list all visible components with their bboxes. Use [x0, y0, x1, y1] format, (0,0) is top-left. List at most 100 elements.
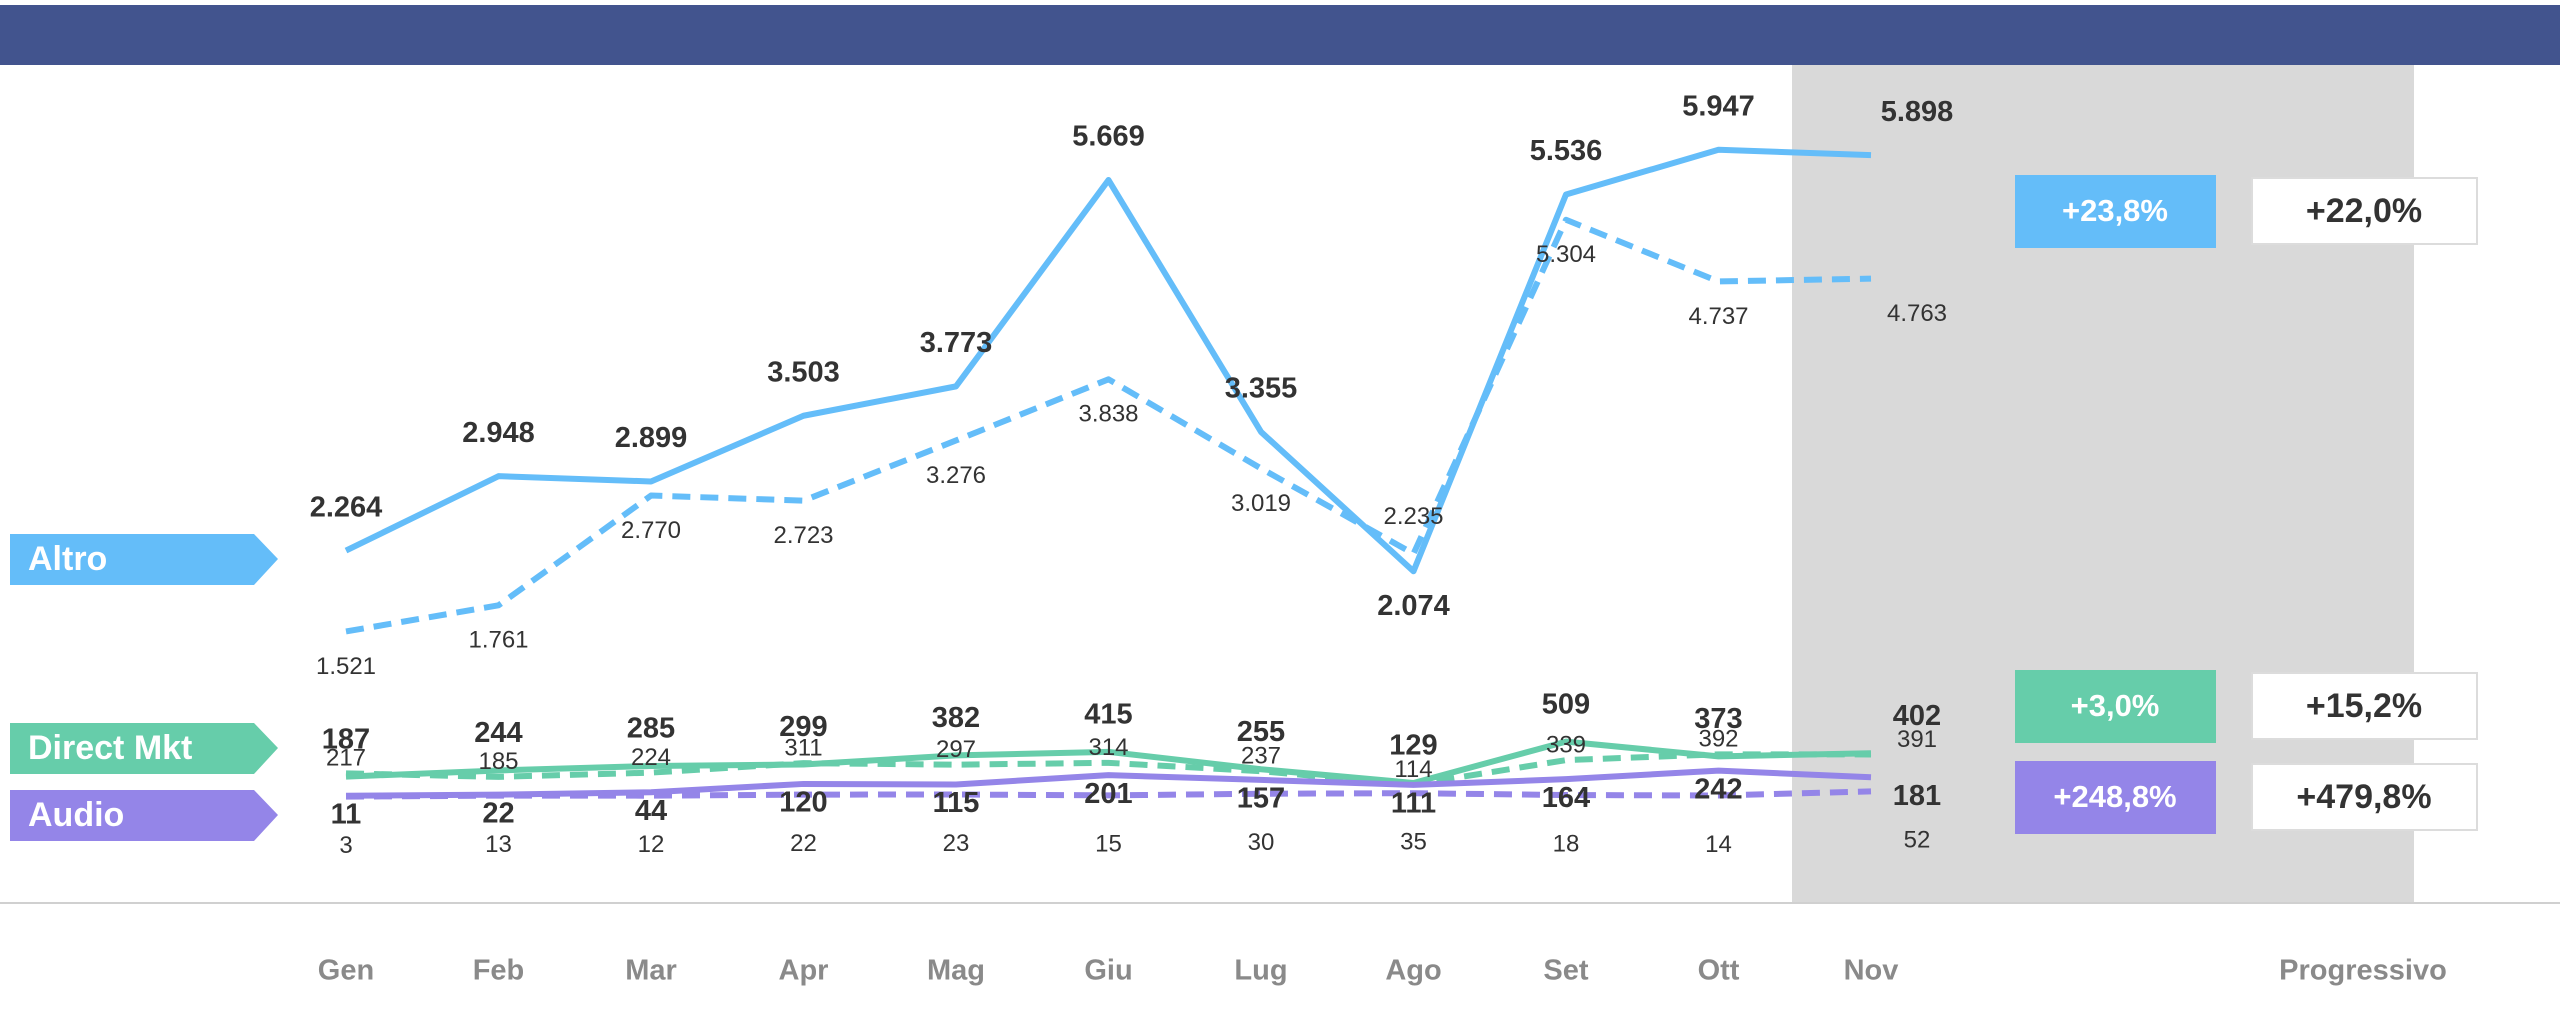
legend-label: Altro [28, 540, 107, 578]
previous-data-label: 52 [1904, 827, 1931, 854]
x-tick-label: Feb [473, 955, 525, 987]
data-label: 5.898 [1881, 96, 1954, 128]
data-label: 5.536 [1530, 135, 1603, 167]
data-label: 187 [322, 723, 370, 755]
previous-data-label: 35 [1400, 829, 1427, 856]
previous-data-label: 3.276 [926, 462, 986, 489]
previous-data-label: 314 [1088, 734, 1128, 761]
previous-data-label: 18 [1553, 830, 1580, 857]
data-label: 5.669 [1072, 121, 1145, 153]
previous-data-label: 30 [1248, 829, 1275, 856]
legend-label: Direct Mkt [28, 729, 192, 767]
x-tick-label: Ago [1385, 955, 1441, 987]
data-label: 242 [1694, 773, 1742, 805]
data-label: 373 [1694, 703, 1742, 735]
data-label: 201 [1084, 778, 1132, 810]
previous-data-label: 4.737 [1688, 303, 1748, 330]
data-label: 382 [932, 702, 980, 734]
data-label: 181 [1893, 780, 1941, 812]
previous-data-label: 14 [1705, 831, 1732, 858]
progressive-label: Progressivo [2279, 955, 2447, 987]
data-label: 3.503 [767, 356, 840, 388]
previous-data-label: 114 [1394, 756, 1432, 783]
previous-data-label: 339 [1546, 731, 1586, 758]
data-label: 129 [1389, 730, 1437, 762]
previous-data-label: 5.304 [1536, 241, 1596, 268]
previous-data-label: 217 [326, 745, 366, 772]
x-tick-label: Gen [318, 955, 374, 987]
previous-data-label: 2.235 [1383, 503, 1443, 530]
previous-data-label: 224 [631, 744, 671, 771]
previous-data-label: 297 [936, 736, 976, 763]
data-label: 415 [1084, 698, 1132, 730]
data-label: 111 [1391, 788, 1436, 820]
legend-tag [10, 534, 278, 585]
data-label: 44 [635, 795, 667, 827]
data-label: 255 [1237, 716, 1285, 748]
previous-data-label: 3 [339, 832, 352, 859]
data-label: 157 [1237, 783, 1285, 815]
header-band [0, 5, 2560, 65]
previous-data-label: 23 [943, 830, 970, 857]
x-tick-label: Lug [1234, 955, 1287, 987]
yoy-box [2015, 175, 2216, 248]
x-tick-label: Set [1543, 955, 1588, 987]
previous-data-label: 12 [638, 831, 665, 858]
data-label: 2.074 [1377, 590, 1450, 622]
data-label: 115 [933, 787, 980, 819]
previous-data-label: 3.838 [1078, 401, 1138, 428]
progressive-box [2251, 177, 2478, 245]
data-label: 244 [474, 717, 522, 749]
previous-data-label: 1.761 [468, 627, 528, 654]
x-tick-label: Nov [1844, 955, 1899, 987]
yoy-label: +248,8% [2053, 779, 2176, 814]
yoy-label: +23,8% [2062, 193, 2168, 228]
x-tick-label: Mar [625, 955, 677, 987]
data-label: 509 [1542, 688, 1590, 720]
legend-tag [10, 790, 278, 841]
data-label: 2.948 [462, 417, 535, 449]
previous-data-label: 4.763 [1887, 300, 1947, 327]
previous-data-label: 22 [790, 830, 817, 857]
previous-data-label: 15 [1095, 831, 1122, 858]
data-label: 11 [331, 798, 362, 830]
progressive-value: +479,8% [2296, 778, 2431, 816]
previous-data-label: 13 [485, 831, 512, 858]
progressive-box [2251, 672, 2478, 740]
data-label: 3.773 [920, 327, 993, 359]
line [345, 738, 1872, 786]
previous-data-label: 2.770 [621, 517, 681, 544]
data-label: 164 [1542, 782, 1590, 814]
previous-data-label: 3.019 [1231, 490, 1291, 517]
progressive-value: +22,0% [2306, 192, 2422, 230]
x-tick-label: Mag [927, 955, 985, 987]
previous-data-label: 391 [1897, 726, 1937, 753]
data-label: 299 [779, 711, 827, 743]
data-label: 2.264 [310, 491, 383, 523]
data-label: 3.355 [1225, 373, 1298, 405]
data-label: 2.899 [615, 422, 688, 454]
previous-data-label: 2.723 [773, 522, 833, 549]
progressive-box [2251, 763, 2478, 831]
yoy-box [2015, 761, 2216, 834]
yoy-box [2015, 670, 2216, 743]
previous-line [345, 216, 1872, 635]
previous-data-label: 237 [1241, 743, 1281, 770]
line [344, 146, 1872, 575]
data-label: 120 [779, 787, 827, 819]
x-tick-label: Ott [1698, 955, 1740, 987]
data-label: 285 [627, 713, 675, 745]
previous-line [345, 751, 1872, 788]
line [345, 767, 1872, 799]
legend-label: Audio [28, 796, 124, 834]
data-label: 402 [1893, 700, 1941, 732]
data-label: 22 [482, 797, 514, 829]
data-label: 5.947 [1682, 90, 1755, 122]
previous-data-label: 311 [784, 734, 822, 761]
progressive-value: +15,2% [2306, 687, 2422, 725]
previous-data-label: 1.521 [316, 653, 376, 680]
previous-data-label: 185 [478, 748, 518, 775]
previous-data-label: 392 [1698, 726, 1738, 753]
x-tick-label: Apr [779, 955, 829, 987]
